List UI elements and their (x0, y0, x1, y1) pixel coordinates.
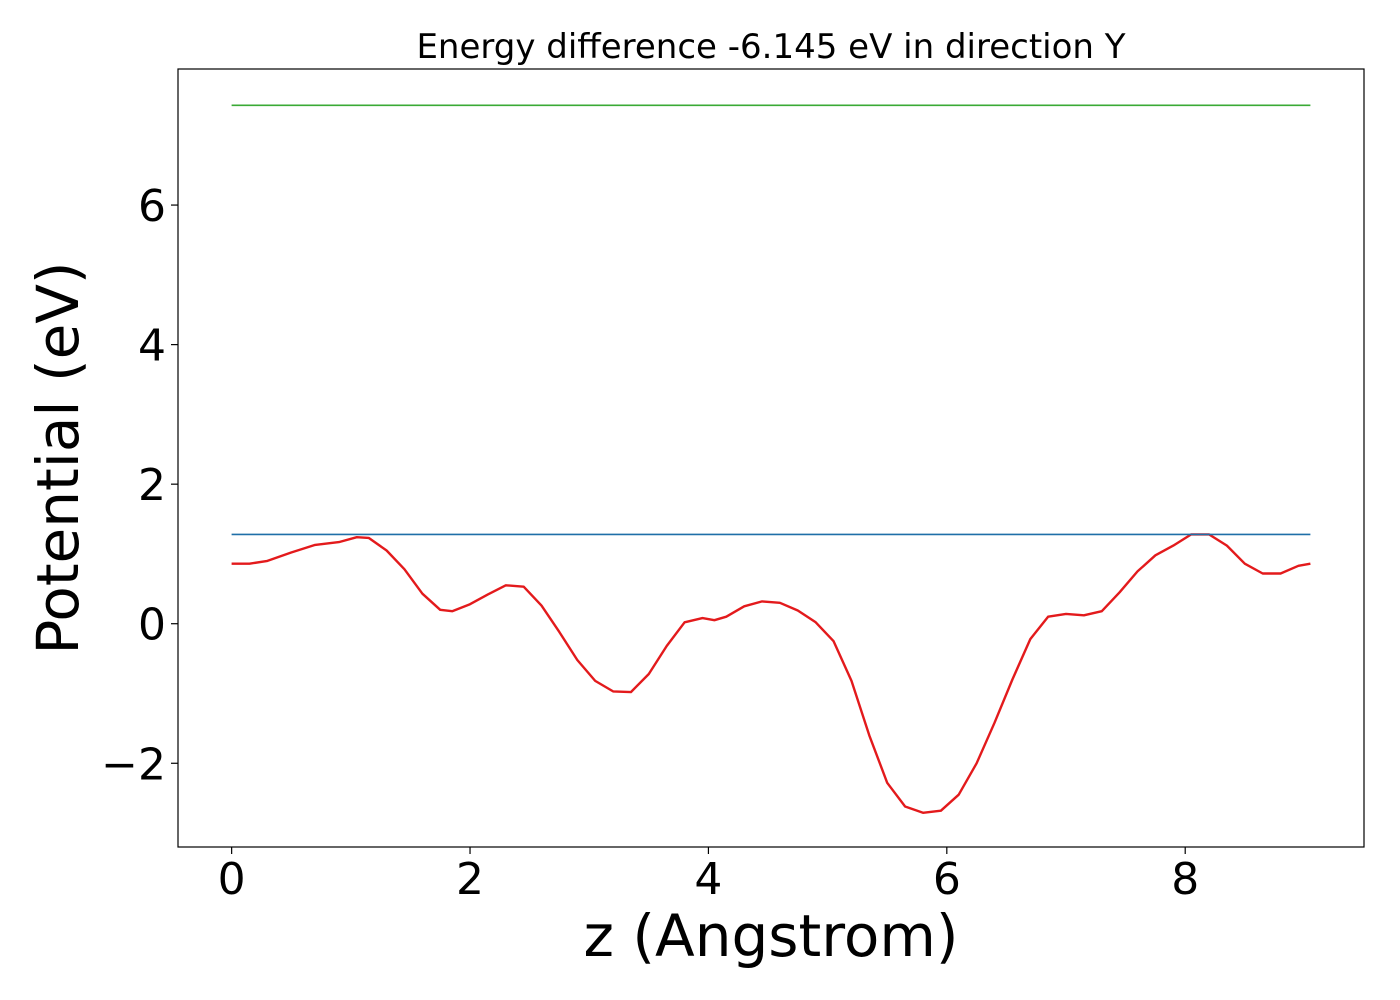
x-tick-label: 8 (1171, 854, 1199, 905)
x-axis-label: z (Angstrom) (584, 902, 959, 970)
y-axis: −2 0 2 4 6 (101, 181, 178, 790)
plot-frame (177, 68, 1365, 848)
y-tick-label: 2 (138, 460, 166, 511)
x-axis: 0 2 4 6 8 (218, 847, 1199, 905)
x-tick-label: 0 (218, 854, 246, 905)
y-tick-label: −2 (101, 739, 166, 790)
series-layer (231, 104, 1311, 814)
x-tick-label: 4 (694, 854, 722, 905)
y-tick-label: 6 (138, 181, 166, 232)
x-tick-label: 6 (933, 854, 961, 905)
y-tick-label: 4 (138, 321, 166, 372)
series-line-1 (231, 533, 1311, 814)
chart-title: Energy difference -6.145 eV in direction… (416, 27, 1125, 67)
y-axis-label: Potential (eV) (24, 261, 92, 654)
x-tick-label: 2 (456, 854, 484, 905)
plot-area (177, 68, 1365, 848)
y-tick-label: 0 (138, 600, 166, 651)
